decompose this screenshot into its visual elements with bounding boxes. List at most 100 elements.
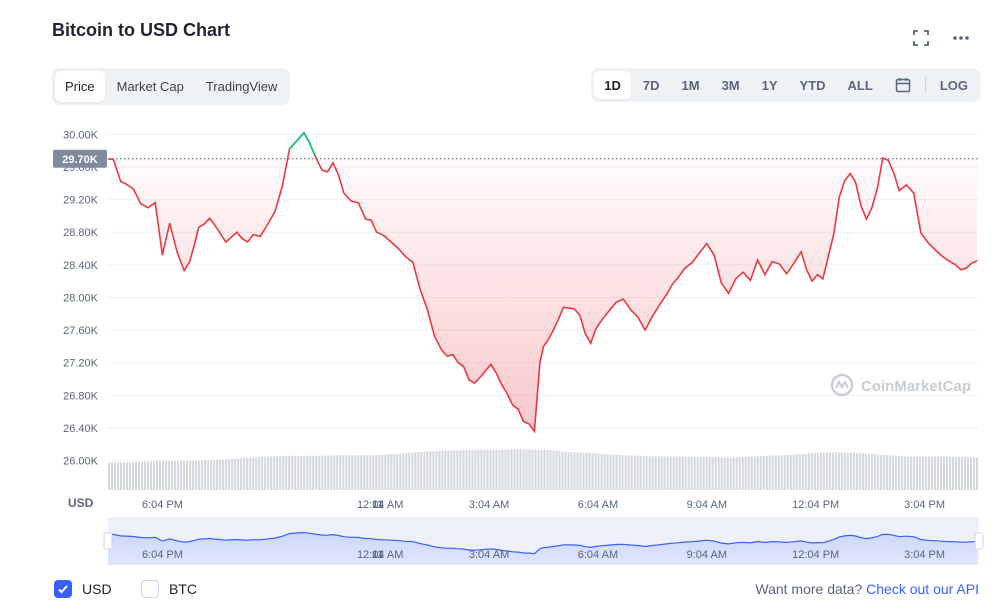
volume-bar xyxy=(705,457,708,490)
log-toggle[interactable]: LOG xyxy=(939,77,968,93)
volume-bar xyxy=(603,453,606,490)
volume-bar xyxy=(252,457,255,490)
volume-bar xyxy=(750,456,753,490)
volume-bar xyxy=(954,456,957,490)
volume-bar xyxy=(531,449,534,490)
volume-bar xyxy=(483,449,486,490)
btc-toggle[interactable]: BTC xyxy=(141,580,197,598)
tab-tradingview[interactable]: TradingView xyxy=(205,79,278,94)
volume-bar xyxy=(186,460,189,490)
volume-bar xyxy=(243,458,246,490)
range-1m[interactable]: 1M xyxy=(681,77,700,93)
usd-checkbox[interactable] xyxy=(54,580,72,598)
volume-bar xyxy=(132,462,135,490)
x-tick-label: 11 xyxy=(372,499,384,511)
price-line-up-segment xyxy=(308,142,316,156)
volume-bar xyxy=(873,454,876,490)
volume-bar xyxy=(234,458,237,490)
range-all[interactable]: ALL xyxy=(847,77,873,93)
volume-bar xyxy=(609,454,612,490)
volume-bar xyxy=(807,453,810,490)
volume-bar xyxy=(198,460,201,490)
volume-bar xyxy=(276,456,279,490)
navigator-left-handle[interactable] xyxy=(103,532,113,550)
volume-bar xyxy=(315,455,318,490)
volume-bar xyxy=(447,450,450,490)
fullscreen-icon[interactable] xyxy=(911,28,931,48)
volume-bar xyxy=(666,456,669,490)
volume-bar xyxy=(855,453,858,490)
volume-bar xyxy=(894,455,897,490)
volume-bar xyxy=(156,461,159,490)
volume-bar xyxy=(504,449,507,490)
volume-bar xyxy=(321,455,324,490)
volume-bar xyxy=(378,454,381,490)
tab-market-cap[interactable]: Market Cap xyxy=(116,79,184,94)
volume-bar xyxy=(942,456,945,490)
volume-bar xyxy=(159,461,162,490)
volume-bar xyxy=(573,452,576,490)
x-tick-label: 6:04 PM xyxy=(142,499,183,511)
volume-bar xyxy=(126,462,129,490)
volume-bar xyxy=(867,453,870,490)
volume-bar xyxy=(876,454,879,490)
volume-bar xyxy=(396,453,399,490)
volume-bar xyxy=(534,449,537,490)
price-line-up-segment xyxy=(296,132,305,142)
navigator-right-handle[interactable] xyxy=(974,532,984,550)
volume-bar xyxy=(585,452,588,490)
navigator-tick-label: 12:04 AM xyxy=(357,549,403,561)
volume-bar xyxy=(888,455,891,490)
api-promo-text: Want more data? xyxy=(755,581,863,597)
tab-price[interactable]: Price xyxy=(55,71,105,102)
calendar-icon[interactable] xyxy=(885,71,921,99)
api-promo: Want more data? Check out our API xyxy=(755,581,979,597)
coinmarketcap-logo-mark xyxy=(835,379,849,389)
volume-bar xyxy=(717,457,720,490)
volume-bar xyxy=(384,454,387,490)
volume-bar xyxy=(441,450,444,490)
volume-bar xyxy=(771,455,774,490)
volume-bar xyxy=(903,456,906,490)
check-icon xyxy=(58,585,68,594)
volume-bar xyxy=(630,455,633,490)
range-1y[interactable]: 1Y xyxy=(761,77,778,93)
volume-bar xyxy=(948,456,951,490)
btc-checkbox[interactable] xyxy=(141,580,159,598)
range-1d[interactable]: 1D xyxy=(594,71,631,99)
navigator-tick-label: 6:04 PM xyxy=(142,549,183,561)
divider xyxy=(924,77,926,93)
volume-bar xyxy=(429,451,432,490)
price-chart[interactable]: 30.00K29.60K29.20K28.80K28.40K28.00K27.6… xyxy=(0,0,999,580)
range-3m[interactable]: 3M xyxy=(721,77,740,93)
usd-toggle[interactable]: USD xyxy=(54,580,112,598)
volume-bar xyxy=(624,455,627,490)
usd-label: USD xyxy=(82,581,112,597)
volume-bar xyxy=(693,457,696,490)
volume-bar xyxy=(471,450,474,490)
volume-bar xyxy=(294,455,297,490)
more-dots-icon[interactable] xyxy=(951,28,971,48)
volume-bar xyxy=(519,449,522,490)
range-ytd[interactable]: YTD xyxy=(799,77,826,93)
volume-bar xyxy=(189,460,192,490)
volume-bar xyxy=(144,461,147,490)
volume-bar xyxy=(657,456,660,490)
volume-bar xyxy=(936,456,939,490)
volume-bar xyxy=(513,449,516,490)
volume-bar xyxy=(642,455,645,490)
volume-bar xyxy=(600,453,603,490)
price-line-up-segment xyxy=(303,132,311,143)
volume-bar xyxy=(546,450,549,490)
volume-bar xyxy=(459,450,462,490)
range-7d[interactable]: 7D xyxy=(642,77,660,93)
volume-bar xyxy=(267,456,270,490)
volume-bar xyxy=(537,449,540,490)
api-link[interactable]: Check out our API xyxy=(866,581,979,597)
volume-bar xyxy=(753,456,756,490)
navigator-area xyxy=(108,532,978,565)
volume-bar xyxy=(939,456,942,490)
volume-bar xyxy=(489,449,492,490)
